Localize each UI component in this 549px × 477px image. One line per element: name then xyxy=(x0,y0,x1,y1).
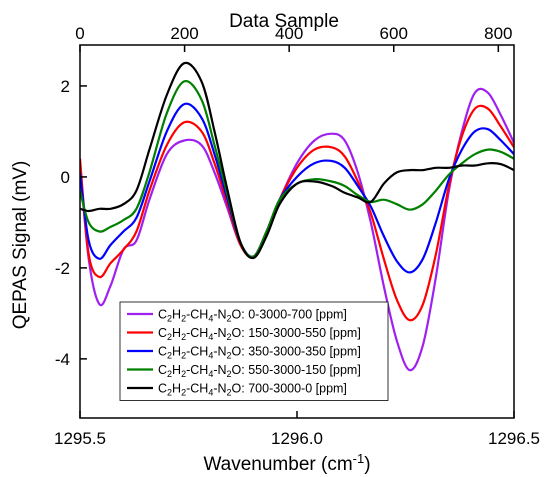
legend-formula-part: -CH xyxy=(186,345,208,359)
y-tick-label: 2 xyxy=(61,77,70,96)
legend-formula-part: O xyxy=(232,326,242,340)
legend-subscript: 2 xyxy=(181,388,186,398)
legend-entry: C2H2-CH4-N2O: 150-3000-550 [ppm] xyxy=(158,326,361,342)
legend-label: : 700-3000-0 [ppm] xyxy=(241,382,347,396)
legend-subscript: 2 xyxy=(181,351,186,361)
legend-formula-part: -CH xyxy=(186,308,208,322)
legend-formula-part: O xyxy=(232,345,242,359)
legend: C2H2-CH4-N2O: 0-3000-700 [ppm]C2H2-CH4-N… xyxy=(119,301,389,401)
legend-formula-part: C xyxy=(158,382,167,396)
legend-formula-part: -N xyxy=(213,326,226,340)
y-tick-label: -2 xyxy=(55,259,70,278)
legend-subscript: 2 xyxy=(227,388,232,398)
top-tick-label: 800 xyxy=(484,24,512,43)
legend-subscript: 4 xyxy=(208,369,213,379)
legend-subscript: 4 xyxy=(208,351,213,361)
x-axis-title-exponent: -1 xyxy=(353,451,365,466)
legend-formula-part: -CH xyxy=(186,382,208,396)
legend-subscript: 2 xyxy=(181,369,186,379)
legend-entry: C2H2-CH4-N2O: 0-3000-700 [ppm] xyxy=(158,308,347,324)
legend-box xyxy=(119,301,389,401)
legend-subscript: 2 xyxy=(227,314,232,324)
x-tick-label: 1295.5 xyxy=(54,429,106,448)
legend-formula-part: H xyxy=(172,308,181,322)
y-tick-label: -4 xyxy=(55,350,70,369)
x-tick-label: 1296.0 xyxy=(271,429,323,448)
top-axis-title: Data Sample xyxy=(229,11,339,32)
legend-formula-part: O xyxy=(232,382,242,396)
y-tick-label: 0 xyxy=(61,168,70,187)
legend-formula-part: H xyxy=(172,382,181,396)
legend-subscript: 4 xyxy=(208,332,213,342)
legend-subscript: 4 xyxy=(208,388,213,398)
legend-formula-part: H xyxy=(172,363,181,377)
legend-subscript: 2 xyxy=(167,351,172,361)
legend-subscript: 2 xyxy=(227,369,232,379)
ticks-layer: 1295.5 1296.0 1296.5 -4 -2 0 2 0 200 400 600 800 xyxy=(54,24,540,448)
legend-formula-part: O xyxy=(232,308,242,322)
legend-subscript: 2 xyxy=(167,369,172,379)
legend-formula-part: H xyxy=(172,326,181,340)
x-axis-title-text: Wavenumber (cm xyxy=(203,454,352,475)
y-axis-title: QEPAS Signal (mV) xyxy=(10,161,31,330)
legend-formula-part: O xyxy=(232,363,242,377)
legend-formula-part: -N xyxy=(213,382,226,396)
top-tick-label: 200 xyxy=(170,24,198,43)
legend-subscript: 2 xyxy=(167,388,172,398)
x-axis-title: Wavenumber (cm-1) xyxy=(203,451,370,476)
legend-formula-part: -CH xyxy=(186,326,208,340)
legend-subscript: 2 xyxy=(181,332,186,342)
legend-entry: C2H2-CH4-N2O: 700-3000-0 [ppm] xyxy=(158,382,347,398)
top-tick-label: 0 xyxy=(75,24,84,43)
legend-label: : 550-3000-150 [ppm] xyxy=(241,363,361,377)
legend-formula-part: H xyxy=(172,345,181,359)
legend-formula-part: C xyxy=(158,308,167,322)
top-tick-label: 600 xyxy=(380,24,408,43)
legend-subscript: 2 xyxy=(181,314,186,324)
legend-entry: C2H2-CH4-N2O: 350-3000-350 [ppm] xyxy=(158,345,361,361)
x-tick-label: 1296.5 xyxy=(488,429,540,448)
series-line-3 xyxy=(80,102,514,274)
top-tick-label: 400 xyxy=(275,24,303,43)
legend-subscript: 2 xyxy=(167,314,172,324)
legend-label: : 0-3000-700 [ppm] xyxy=(241,308,347,322)
legend-subscript: 2 xyxy=(227,332,232,342)
legend-formula-part: -N xyxy=(213,363,226,377)
legend-subscript: 2 xyxy=(227,351,232,361)
legend-label: : 150-3000-550 [ppm] xyxy=(241,326,361,340)
legend-formula-part: C xyxy=(158,363,167,377)
x-axis-title-close: ) xyxy=(364,454,370,475)
legend-formula-part: C xyxy=(158,326,167,340)
legend-formula-part: -N xyxy=(213,345,226,359)
legend-label: : 350-3000-350 [ppm] xyxy=(241,345,361,359)
series-layer xyxy=(80,61,514,372)
legend-formula-part: -CH xyxy=(186,363,208,377)
legend-subscript: 4 xyxy=(208,314,213,324)
legend-subscript: 2 xyxy=(167,332,172,342)
legend-entry: C2H2-CH4-N2O: 550-3000-150 [ppm] xyxy=(158,363,361,379)
series-line-2 xyxy=(80,104,514,322)
legend-formula-part: -N xyxy=(213,308,226,322)
series-line-1 xyxy=(80,87,514,372)
series-line-5 xyxy=(80,61,514,260)
legend-formula-part: C xyxy=(158,345,167,359)
